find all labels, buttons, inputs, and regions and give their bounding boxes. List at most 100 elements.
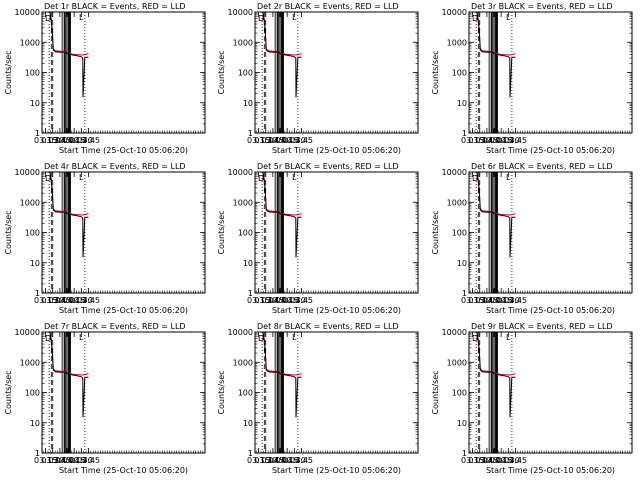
detector-chart: Det 9r BLACK = Events, RED = LLD 1 10 100 10… bbox=[431, 322, 633, 475]
y-tick-label: 1 bbox=[35, 129, 40, 138]
y-tick-label: 100 bbox=[238, 229, 253, 238]
detector-chart: Det 1r BLACK = Events, RED = LLD 1 10 100 10… bbox=[4, 2, 206, 155]
x-tick-label: 04:15 bbox=[63, 136, 86, 145]
y-axis-title: Counts/sec bbox=[4, 210, 13, 254]
y-tick-label: 1 bbox=[248, 289, 253, 298]
y-tick-label: 100 bbox=[452, 229, 467, 238]
y-tick-label: 10000 bbox=[442, 328, 467, 337]
detector-panel: Det 4r BLACK = Events, RED = LLD 1 10 100 10… bbox=[0, 160, 213, 320]
x-tick-label: 03:30 bbox=[468, 136, 491, 145]
x-tick-label: 03:30 bbox=[254, 296, 277, 305]
x-tick-label: 04:15 bbox=[490, 136, 513, 145]
plot-frame bbox=[41, 171, 206, 294]
y-tick-label: 10 bbox=[30, 99, 40, 108]
flag-glyph: L bbox=[292, 173, 297, 182]
x-tick-label: 03:30 bbox=[468, 296, 491, 305]
y-tick-label: 1000 bbox=[447, 358, 467, 367]
x-tick-label: 04:45 bbox=[77, 136, 100, 145]
x-tick-label: 03:15 bbox=[247, 296, 270, 305]
x-tick-label: 04:30 bbox=[497, 136, 520, 145]
legend-glyph: D bbox=[258, 174, 264, 183]
x-tick-label: 04:00 bbox=[482, 296, 505, 305]
y-tick-label: 100 bbox=[25, 69, 40, 78]
detector-chart: Det 4r BLACK = Events, RED = LLD 1 10 100 10… bbox=[4, 162, 206, 315]
x-tick-label: 04:45 bbox=[504, 296, 527, 305]
flag-glyph: L bbox=[292, 13, 297, 22]
y-tick-label: 1 bbox=[462, 289, 467, 298]
plot-frame bbox=[468, 171, 633, 294]
x-tick-label: 04:15 bbox=[276, 456, 299, 465]
x-tick-label: 03:30 bbox=[41, 296, 64, 305]
x-tick-label: 04:45 bbox=[290, 296, 313, 305]
y-tick-label: 10000 bbox=[15, 328, 40, 337]
x-tick-label: 04:15 bbox=[63, 296, 86, 305]
x-axis-title: Start Time (25-Oct-10 05:06:20) bbox=[486, 466, 615, 475]
x-tick-label: 03:45 bbox=[475, 136, 498, 145]
panel-title: Det 6r BLACK = Events, RED = LLD bbox=[471, 162, 613, 171]
y-tick-label: 1000 bbox=[447, 38, 467, 47]
x-tick-label: 04:30 bbox=[497, 456, 520, 465]
legend-glyph: D bbox=[258, 334, 264, 343]
x-tick-label: 04:00 bbox=[268, 136, 291, 145]
x-axis-title: Start Time (25-Oct-10 05:06:20) bbox=[59, 466, 188, 475]
x-tick-label: 04:45 bbox=[77, 456, 100, 465]
x-tick-label: 03:15 bbox=[247, 136, 270, 145]
x-tick-label: 03:45 bbox=[48, 456, 71, 465]
flag-glyph: L bbox=[292, 333, 297, 342]
plot-frame bbox=[41, 11, 206, 134]
y-axis-title: Counts/sec bbox=[217, 370, 226, 414]
panel-title: Det 2r BLACK = Events, RED = LLD bbox=[257, 2, 399, 11]
x-tick-label: 04:45 bbox=[290, 136, 313, 145]
detector-chart: Det 5r BLACK = Events, RED = LLD 1 10 100 10… bbox=[217, 162, 419, 315]
x-tick-label: 03:30 bbox=[254, 456, 277, 465]
detector-chart: Det 6r BLACK = Events, RED = LLD 1 10 100 10… bbox=[431, 162, 633, 315]
y-tick-label: 1000 bbox=[233, 358, 253, 367]
flag-glyph: L bbox=[506, 13, 511, 22]
x-tick-label: 03:30 bbox=[41, 456, 64, 465]
x-tick-label: 04:45 bbox=[504, 456, 527, 465]
y-axis-title: Counts/sec bbox=[431, 50, 440, 94]
x-tick-label: 03:15 bbox=[34, 296, 57, 305]
y-tick-label: 10000 bbox=[442, 8, 467, 17]
plot-frame bbox=[468, 331, 633, 454]
x-axis-title: Start Time (25-Oct-10 05:06:20) bbox=[272, 466, 401, 475]
panel-title: Det 5r BLACK = Events, RED = LLD bbox=[257, 162, 399, 171]
detector-panel: Det 8r BLACK = Events, RED = LLD 1 10 100 10… bbox=[213, 320, 426, 480]
flag-glyph: L bbox=[79, 13, 84, 22]
x-tick-label: 03:30 bbox=[468, 456, 491, 465]
legend-glyph: D bbox=[258, 14, 264, 23]
x-tick-label: 04:45 bbox=[504, 136, 527, 145]
x-tick-label: 03:15 bbox=[247, 456, 270, 465]
y-tick-label: 10 bbox=[243, 259, 253, 268]
x-tick-label: 04:30 bbox=[70, 296, 93, 305]
x-tick-label: 03:45 bbox=[475, 456, 498, 465]
legend-glyph: D bbox=[472, 334, 478, 343]
y-tick-label: 1 bbox=[35, 449, 40, 458]
flag-glyph: L bbox=[79, 173, 84, 182]
y-axis-title: Counts/sec bbox=[4, 370, 13, 414]
y-tick-label: 100 bbox=[238, 389, 253, 398]
flag-glyph: L bbox=[506, 333, 511, 342]
x-tick-label: 04:00 bbox=[482, 136, 505, 145]
y-tick-label: 1 bbox=[248, 449, 253, 458]
y-tick-label: 10 bbox=[243, 419, 253, 428]
x-axis-title: Start Time (25-Oct-10 05:06:20) bbox=[272, 306, 401, 315]
y-tick-label: 1000 bbox=[233, 198, 253, 207]
y-tick-label: 10000 bbox=[228, 168, 253, 177]
panel-title: Det 7r BLACK = Events, RED = LLD bbox=[44, 322, 186, 331]
detector-chart: Det 7r BLACK = Events, RED = LLD 1 10 100 10… bbox=[4, 322, 206, 475]
y-axis-title: Counts/sec bbox=[4, 50, 13, 94]
x-axis-title: Start Time (25-Oct-10 05:06:20) bbox=[59, 146, 188, 155]
detector-panel: Det 6r BLACK = Events, RED = LLD 1 10 100 10… bbox=[427, 160, 640, 320]
legend-glyph: D bbox=[45, 174, 51, 183]
y-tick-label: 1000 bbox=[233, 38, 253, 47]
detector-panel: Det 1r BLACK = Events, RED = LLD 1 10 100 10… bbox=[0, 0, 213, 160]
x-tick-label: 04:15 bbox=[63, 456, 86, 465]
y-axis-title: Counts/sec bbox=[431, 370, 440, 414]
y-tick-label: 10 bbox=[457, 419, 467, 428]
plot-frame bbox=[254, 171, 419, 294]
x-tick-label: 03:45 bbox=[261, 136, 284, 145]
detector-chart: Det 8r BLACK = Events, RED = LLD 1 10 100 10… bbox=[217, 322, 419, 475]
detector-chart: Det 3r BLACK = Events, RED = LLD 1 10 100 10… bbox=[431, 2, 633, 155]
